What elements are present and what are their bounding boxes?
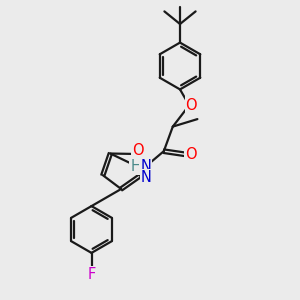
Text: O: O [132,143,143,158]
Text: H: H [130,159,141,174]
Text: O: O [186,98,197,112]
Text: O: O [185,147,196,162]
Text: F: F [87,267,96,282]
Text: N: N [141,170,152,185]
Text: N: N [140,159,151,174]
